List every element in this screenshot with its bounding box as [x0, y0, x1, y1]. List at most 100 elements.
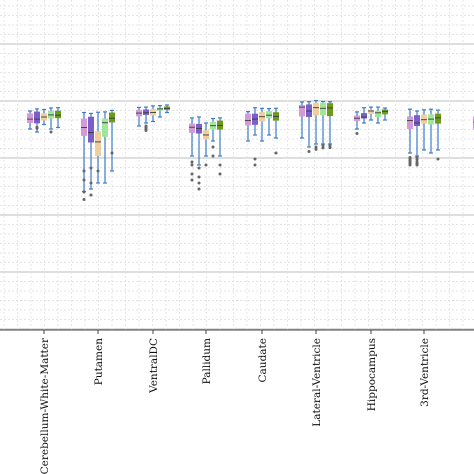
box-iqr — [245, 113, 251, 126]
box-VentralDC-1 — [143, 106, 149, 132]
outlier-point — [218, 163, 222, 167]
outlier-point — [436, 157, 440, 161]
outlier-point — [197, 187, 201, 191]
box-iqr — [109, 112, 115, 123]
box-Putamen-2 — [95, 111, 101, 184]
box-3rd-Ventricle-2 — [421, 109, 427, 151]
x-tick-label: 3rd-Ventricle — [419, 338, 431, 407]
box-Putamen-1 — [88, 112, 94, 197]
box-Caudate-0 — [245, 110, 251, 142]
box-3rd-Ventricle-1 — [414, 110, 420, 167]
box-Cerebellum-White-Matter-3 — [48, 107, 54, 134]
outlier-point — [89, 166, 93, 170]
box-iqr — [88, 116, 94, 143]
outlier-point — [355, 132, 359, 135]
x-tick-label: Caudate — [257, 338, 269, 382]
box-Caudate-4 — [273, 107, 279, 155]
box-Caudate-3 — [266, 107, 272, 136]
box-iqr — [320, 102, 326, 116]
box-Lateral-Ventricle-2 — [313, 99, 319, 151]
outlier-point — [253, 157, 257, 161]
outlier-point — [49, 130, 53, 134]
box-Lateral-Ventricle-1 — [306, 101, 312, 153]
outlier-point — [197, 181, 201, 185]
outlier-point — [89, 193, 93, 197]
box-3rd-Ventricle-0 — [407, 108, 413, 167]
outlier-point — [415, 156, 419, 159]
outlier-point — [35, 126, 39, 130]
outlier-point — [218, 172, 222, 176]
box-Hippocampus-0 — [354, 111, 360, 135]
outlier-point — [82, 190, 86, 194]
x-tick-label: VentralDC — [148, 338, 160, 394]
outlier-point — [190, 163, 194, 167]
outlier-point — [211, 154, 215, 158]
outlier-point — [82, 178, 86, 182]
box-Lateral-Ventricle-3 — [320, 100, 326, 150]
outlier-point — [197, 166, 201, 170]
outlier-point — [89, 181, 93, 185]
outlier-point — [328, 144, 332, 148]
x-tick-labels: Cerebellum-White-Matter Putamen VentralDC P… — [39, 337, 431, 474]
box-iqr — [421, 114, 427, 124]
box-Cerebellum-White-Matter-1 — [34, 108, 40, 133]
outlier-point — [274, 151, 278, 155]
box-VentralDC-0 — [136, 106, 142, 127]
box-Cerebellum-White-Matter-2 — [41, 108, 47, 126]
box-iqr — [327, 103, 333, 117]
outlier-point — [82, 198, 86, 201]
outlier-point — [144, 124, 148, 128]
box-iqr — [34, 111, 40, 124]
box-iqr — [189, 123, 195, 133]
box-VentralDC-4 — [164, 104, 170, 114]
box-iqr — [27, 113, 33, 123]
box-iqr — [313, 102, 319, 116]
outlier-point — [415, 160, 419, 164]
box-Hippocampus-4 — [382, 107, 388, 121]
box-iqr — [368, 109, 374, 114]
box-Putamen-3 — [102, 111, 108, 184]
box-Cerebellum-White-Matter-0 — [27, 110, 33, 130]
box-VentralDC-3 — [157, 104, 163, 118]
box-iqr — [95, 131, 101, 156]
outlier-point — [211, 145, 215, 149]
outlier-point — [96, 169, 100, 173]
outlier-point — [415, 158, 419, 162]
x-tick-label: Pallidum — [201, 338, 213, 384]
box-Hippocampus-2 — [368, 106, 374, 121]
box-3rd-Ventricle-4 — [435, 109, 441, 161]
box-iqr — [375, 110, 381, 117]
box-Lateral-Ventricle-0 — [299, 101, 305, 139]
x-tick-label: Hippocampus — [366, 338, 378, 411]
box-iqr — [299, 105, 305, 117]
outlier-point — [190, 178, 194, 182]
box-Putamen-4 — [109, 109, 115, 172]
box-iqr — [55, 110, 61, 119]
outlier-point — [408, 156, 412, 159]
box-Pallidum-4 — [217, 117, 223, 176]
outlier-point — [314, 147, 318, 151]
box-iqr — [143, 109, 149, 115]
outlier-point — [321, 146, 325, 150]
box-Hippocampus-1 — [361, 107, 367, 124]
box-iqr — [266, 111, 272, 119]
box-Caudate-2 — [259, 107, 265, 142]
outlier-point — [190, 160, 194, 164]
box-Pallidum-3 — [210, 117, 216, 158]
outlier-point — [82, 169, 86, 173]
box-iqr — [382, 109, 388, 115]
box-VentralDC-2 — [150, 105, 156, 123]
box-Cerebellum-White-Matter-4 — [55, 107, 61, 129]
box-Putamen-0 — [81, 111, 87, 201]
outlier-point — [321, 144, 325, 147]
box-iqr — [407, 116, 413, 129]
outlier-point — [110, 151, 114, 155]
box-iqr — [414, 115, 420, 126]
box-Lateral-Ventricle-4 — [327, 101, 333, 150]
box-Pallidum-1 — [196, 116, 202, 191]
outlier-point — [190, 172, 194, 176]
box-iqr — [361, 113, 367, 119]
x-axis — [0, 329, 474, 334]
boxes — [27, 99, 474, 201]
